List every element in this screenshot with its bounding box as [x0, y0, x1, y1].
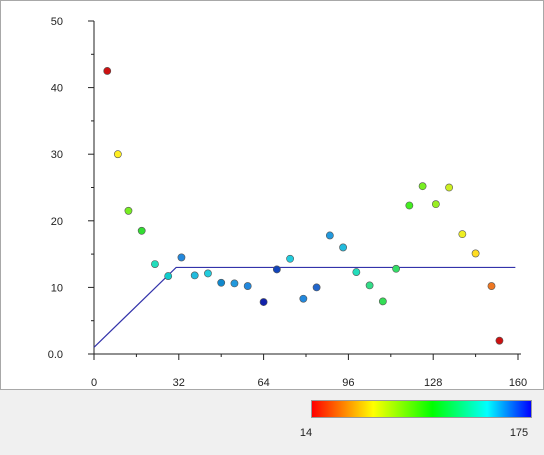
fit-line — [93, 266, 516, 348]
colorbar — [311, 400, 532, 418]
colorbar-max-label: 175 — [509, 427, 529, 439]
y-tick-label: 20 — [51, 216, 63, 228]
x-tick-label: 64 — [257, 377, 269, 389]
x-tick-label: 128 — [424, 377, 442, 389]
x-tick-label: 32 — [173, 377, 185, 389]
x-tick-label: 96 — [342, 377, 354, 389]
data-point — [164, 272, 173, 280]
data-point — [113, 150, 122, 159]
data-point — [495, 336, 504, 345]
data-point — [339, 243, 347, 252]
plot-panel: 0.0 10 20 30 40 50 0 32 64 96 128 160 — [0, 0, 544, 390]
data-point — [103, 67, 112, 75]
data-point — [431, 200, 440, 209]
data-point — [325, 231, 334, 240]
y-tick-label: 30 — [51, 149, 63, 161]
data-point — [230, 279, 239, 288]
data-point — [243, 282, 252, 290]
legend-panel: 14 175 — [0, 390, 544, 455]
data-point — [217, 278, 226, 287]
scatter-plot: 0.0 10 20 30 40 50 0 32 64 96 128 160 — [48, 16, 527, 389]
data-point — [259, 298, 268, 306]
data-point — [418, 182, 427, 191]
y-tick-label: 40 — [51, 83, 63, 95]
data-point — [405, 201, 414, 210]
y-tick-label: 50 — [51, 16, 63, 28]
data-point — [190, 271, 199, 280]
data-point — [137, 226, 146, 235]
x-tick-label: 160 — [509, 377, 527, 389]
y-tick-label: 0.0 — [48, 349, 63, 361]
data-point — [352, 268, 361, 276]
data-point — [124, 206, 133, 215]
y-tick-label: 10 — [51, 282, 63, 294]
colorbar-min-label: 14 — [299, 427, 313, 439]
data-point — [392, 264, 400, 273]
data-point — [378, 297, 387, 306]
data-point — [471, 249, 480, 258]
data-point — [299, 294, 308, 303]
data-point — [204, 269, 212, 278]
data-point — [312, 283, 321, 292]
data-point — [177, 253, 186, 262]
x-tick-label: 0 — [91, 377, 97, 389]
data-point — [487, 282, 496, 290]
data-point — [151, 260, 159, 268]
data-point — [272, 265, 281, 274]
data-point — [458, 230, 467, 239]
data-point — [445, 183, 453, 192]
data-point — [365, 281, 374, 290]
data-point — [286, 254, 294, 263]
